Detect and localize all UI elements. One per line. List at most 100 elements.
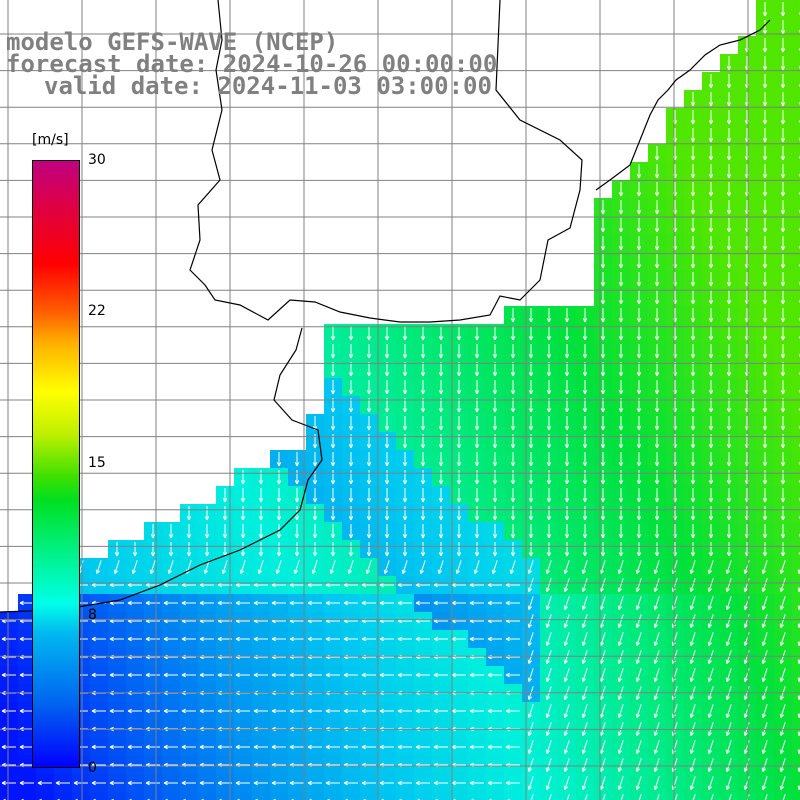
wind-cell xyxy=(234,792,253,800)
wind-arrow xyxy=(584,794,588,800)
wind-arrow xyxy=(527,632,534,647)
wind-arrow xyxy=(690,272,696,287)
wind-arrow xyxy=(348,452,354,467)
wind-cell xyxy=(792,270,800,289)
wind-arrow xyxy=(707,740,714,755)
wind-arrow xyxy=(437,560,444,575)
wind-arrow xyxy=(109,744,124,750)
wind-arrow xyxy=(312,524,318,539)
wind-arrow xyxy=(528,362,534,377)
wind-arrow xyxy=(348,470,354,485)
wind-arrow xyxy=(708,290,714,305)
wind-arrow xyxy=(73,780,88,786)
wind-cell xyxy=(792,144,800,163)
wind-arrow xyxy=(725,668,732,683)
wind-arrow xyxy=(618,380,624,395)
wind-arrow xyxy=(438,326,444,341)
wind-arrow xyxy=(307,672,322,678)
colorbar-tick: 8 xyxy=(88,607,97,623)
wind-arrow xyxy=(307,636,322,642)
wind-arrow xyxy=(762,308,768,323)
wind-arrow xyxy=(330,488,336,503)
wind-arrow xyxy=(330,344,336,359)
wind-arrow xyxy=(509,560,516,575)
wind-arrow xyxy=(420,506,426,521)
wind-arrow xyxy=(618,326,624,341)
wind-arrow xyxy=(563,650,570,665)
wind-arrow xyxy=(438,542,444,557)
wind-arrow xyxy=(653,668,660,683)
wind-arrow xyxy=(469,672,484,678)
wind-arrow xyxy=(617,704,624,719)
wind-arrow xyxy=(294,452,300,467)
wind-arrow xyxy=(348,326,354,341)
wind-arrow xyxy=(546,344,552,359)
wind-arrow xyxy=(366,524,372,539)
wind-arrow xyxy=(127,600,142,606)
wind-arrow xyxy=(600,344,606,359)
wind-arrow xyxy=(510,344,516,359)
wind-arrow xyxy=(347,560,354,575)
wind-arrow xyxy=(761,560,768,575)
wind-arrow xyxy=(492,362,498,377)
wind-arrow xyxy=(564,416,570,431)
wind-arrow xyxy=(690,362,696,377)
wind-arrow xyxy=(636,254,642,269)
wind-arrow xyxy=(366,506,372,521)
wind-arrow xyxy=(690,236,696,251)
wind-arrow xyxy=(636,380,642,395)
wind-arrow xyxy=(690,218,696,233)
wind-arrow xyxy=(762,218,768,233)
wind-arrow xyxy=(546,452,552,467)
wind-cell xyxy=(288,792,307,800)
wind-arrow xyxy=(163,600,178,606)
wind-arrow xyxy=(438,416,444,431)
wind-cell xyxy=(198,792,217,800)
wind-arrow xyxy=(510,488,516,503)
wind-cell xyxy=(792,432,800,451)
wind-arrow xyxy=(240,506,246,521)
wind-arrow xyxy=(528,488,534,503)
wind-arrow xyxy=(780,110,786,125)
wind-arrow xyxy=(527,740,534,755)
wind-arrow xyxy=(635,596,642,611)
wind-arrow xyxy=(636,452,642,467)
wind-arrow xyxy=(91,582,106,588)
wind-arrow xyxy=(708,380,714,395)
wind-arrow xyxy=(654,254,660,269)
wind-arrow xyxy=(726,416,732,431)
wind-arrow xyxy=(780,506,786,521)
wind-arrow xyxy=(780,74,786,89)
wind-arrow xyxy=(780,524,786,539)
wind-cell xyxy=(774,792,793,800)
wind-arrow xyxy=(725,632,732,647)
wind-arrow xyxy=(707,614,714,629)
wind-cell xyxy=(702,792,721,800)
wind-arrow xyxy=(635,650,642,665)
wind-arrow xyxy=(779,776,786,791)
wind-arrow xyxy=(618,182,624,197)
wind-arrow xyxy=(384,326,390,341)
wind-arrow xyxy=(253,708,268,714)
wind-cell xyxy=(396,792,415,800)
wind-arrow xyxy=(690,470,696,485)
wind-arrow xyxy=(654,272,660,287)
wind-arrow xyxy=(764,794,768,800)
wind-arrow xyxy=(528,506,534,521)
wind-arrow xyxy=(204,524,210,539)
wind-arrow xyxy=(420,326,426,341)
wind-arrow xyxy=(653,650,660,665)
wind-arrow xyxy=(397,600,412,606)
wind-arrow xyxy=(384,470,390,485)
wind-arrow xyxy=(343,636,358,642)
wind-arrow xyxy=(91,672,106,678)
wind-arrow xyxy=(127,636,142,642)
wind-cell xyxy=(342,792,361,800)
wind-arrow xyxy=(384,452,390,467)
forecast-date: forecast date: 2024-10-26 00:00:00 xyxy=(6,50,498,78)
wind-arrow xyxy=(707,668,714,683)
wind-arrow xyxy=(294,470,300,485)
wind-arrow xyxy=(689,740,696,755)
wind-arrow xyxy=(635,614,642,629)
wind-arrow xyxy=(618,416,624,431)
